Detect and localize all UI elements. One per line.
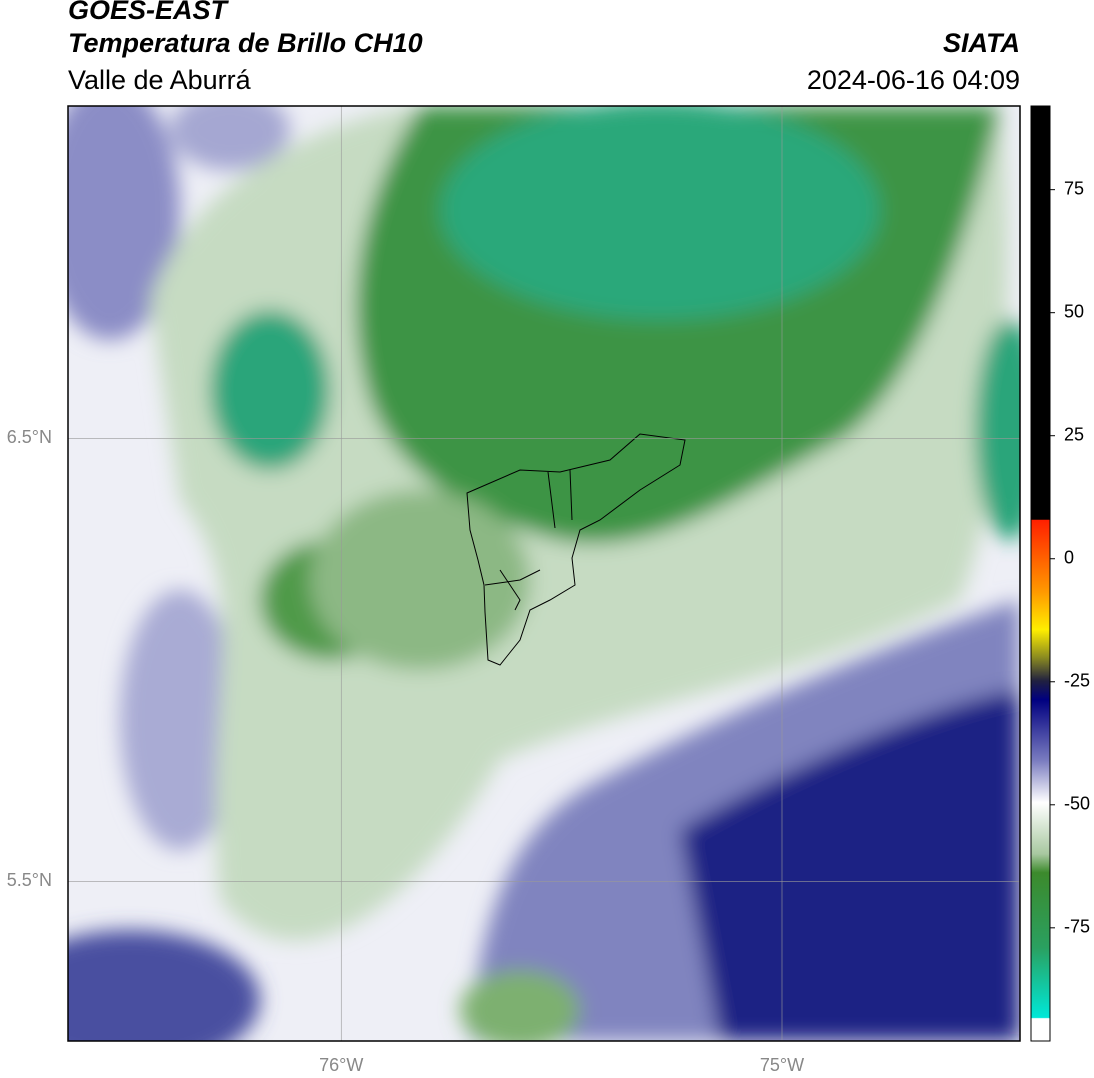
colorbar-tick-label: -50 [1064, 794, 1090, 814]
basin-outline [466, 433, 686, 666]
colorbar [1030, 105, 1051, 1042]
colorbar-tick-label: 50 [1064, 301, 1084, 321]
lat-label: 5.5°N [7, 870, 52, 890]
lat-label: 6.5°N [7, 427, 52, 447]
municipality-borders [484, 469, 573, 611]
colorbar-tick-label: 0 [1064, 547, 1074, 567]
colorbar-tick-label: 75 [1064, 178, 1084, 198]
subtitle: Temperatura de Brillo CH10 [68, 28, 423, 58]
colorbar-tick-label: -25 [1064, 671, 1090, 691]
lon-label: 75°W [760, 1055, 804, 1075]
graticule [68, 106, 1020, 1041]
colorbar-tick-label: -75 [1064, 917, 1090, 937]
source: SIATA [943, 28, 1020, 58]
region: Valle de Aburrá [68, 65, 252, 95]
satellite-image [68, 106, 1020, 1041]
lon-label: 76°W [319, 1055, 363, 1075]
title: GOES-EAST [68, 0, 230, 25]
map-frame [67, 105, 1021, 1042]
colorbar-tick-label: 25 [1064, 424, 1084, 444]
datetime: 2024-06-16 04:09 [807, 65, 1020, 95]
